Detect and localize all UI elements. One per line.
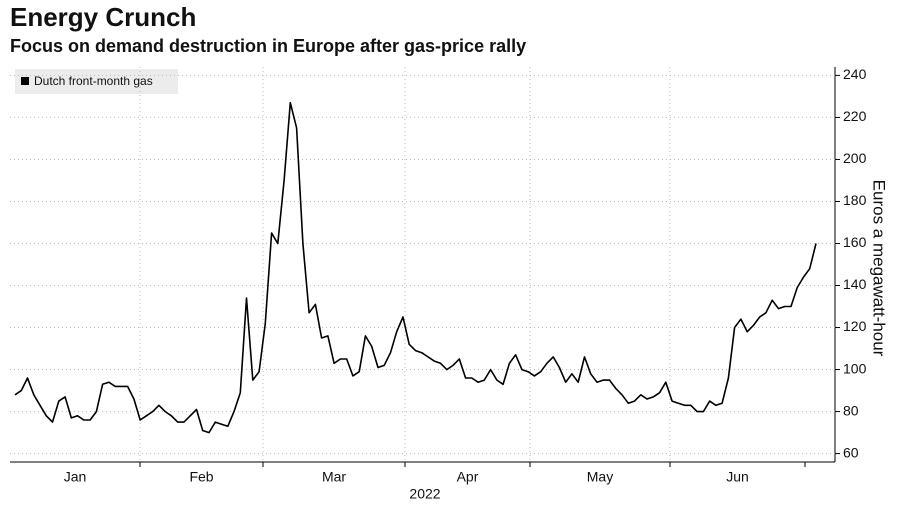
chart-subtitle: Focus on demand destruction in Europe af…: [10, 36, 526, 56]
x-tick-label: Mar: [322, 469, 346, 485]
y-axis-label: Euros a megawatt-hour: [870, 180, 889, 357]
y-tick-label: 200: [843, 150, 867, 166]
y-tick-label: 160: [843, 234, 867, 250]
y-tick-label: 180: [843, 192, 867, 208]
y-tick-label: 100: [843, 360, 867, 376]
y-tick-label: 80: [843, 402, 859, 418]
x-tick-label: Jun: [726, 469, 749, 485]
y-tick-label: 140: [843, 276, 867, 292]
y-tick-label: 60: [843, 444, 859, 460]
legend-label: Dutch front-month gas: [34, 74, 153, 88]
x-tick-label: Jan: [64, 469, 87, 485]
y-tick-label: 220: [843, 108, 867, 124]
x-tick-label: Apr: [457, 469, 479, 485]
x-tick-label: Feb: [189, 469, 213, 485]
chart-title: Energy Crunch: [10, 2, 196, 32]
y-tick-label: 240: [843, 66, 867, 82]
x-group-label: 2022: [409, 486, 440, 502]
y-tick-label: 120: [843, 318, 867, 334]
line-series: [14, 101, 817, 434]
legend-swatch: [21, 77, 29, 85]
legend-box: [15, 69, 178, 94]
x-tick-label: May: [587, 469, 613, 485]
